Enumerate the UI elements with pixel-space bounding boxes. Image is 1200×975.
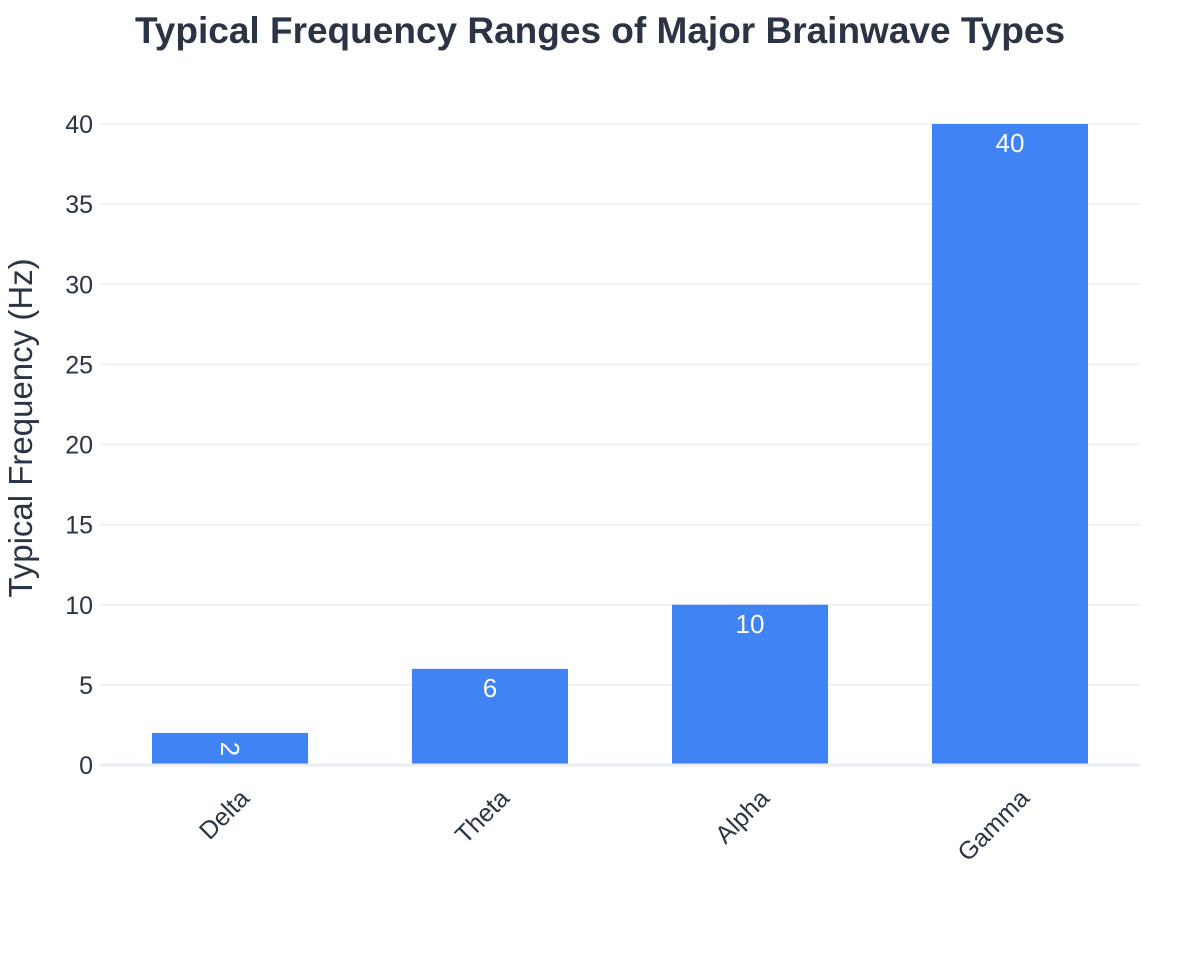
bar-theta — [412, 668, 568, 765]
bar-value-label: 6 — [483, 673, 497, 703]
y-tick-label: 35 — [65, 191, 93, 219]
y-tick-label: 10 — [65, 592, 93, 620]
bar-value-label: 2 — [215, 742, 245, 756]
x-tick-label: Theta — [450, 784, 515, 849]
bar-gamma — [932, 124, 1088, 765]
y-axis-title: Typical Frequency (Hz) — [2, 258, 39, 597]
bar-value-label: 10 — [736, 609, 765, 639]
y-tick-label: 20 — [65, 432, 93, 460]
bar-delta — [152, 732, 308, 765]
bar-value-label: 40 — [996, 128, 1025, 158]
bar-alpha — [672, 604, 828, 765]
y-tick-label: 15 — [65, 512, 93, 540]
x-tick-label: Alpha — [710, 784, 775, 849]
x-tick-label: Delta — [194, 784, 255, 845]
bars: 2 6 10 40 — [152, 124, 1088, 765]
y-tick-label: 5 — [79, 672, 93, 700]
x-tick-label: Gamma — [952, 784, 1035, 867]
chart-title: Typical Frequency Ranges of Major Brainw… — [134, 10, 1066, 51]
y-tick-label: 40 — [65, 111, 93, 139]
y-tick-label: 30 — [65, 271, 93, 299]
y-tick-label: 0 — [79, 752, 93, 780]
y-tick-label: 25 — [65, 351, 93, 379]
